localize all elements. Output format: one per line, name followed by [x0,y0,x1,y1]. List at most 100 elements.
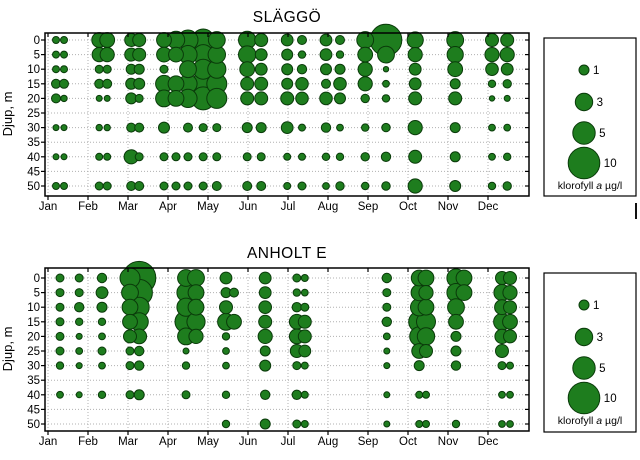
x-tick-label: Jul [281,436,296,448]
data-bubble [503,300,517,315]
x-tick-label: Nov [438,201,459,213]
data-bubble [503,94,511,102]
legend-size-label: 10 [604,158,617,170]
data-bubble [382,79,390,88]
data-bubble [455,284,473,302]
data-bubble [95,152,104,161]
data-bubble [75,347,84,355]
data-bubble [182,347,190,355]
data-bubble [60,65,68,74]
legend-size-label: 5 [599,363,605,375]
x-tick-label: Aug [318,436,338,448]
data-bubble [488,95,496,102]
data-bubble [167,75,185,93]
data-bubble [229,287,239,298]
plot-frame [44,267,530,432]
legend-size-label: 3 [597,332,603,344]
x-tick-label: Sep [358,436,378,448]
data-bubble [55,273,65,283]
data-bubble [321,152,331,162]
data-bubble [500,62,514,76]
data-bubble [297,50,307,59]
x-tick-label: Oct [399,201,418,213]
data-bubble [335,152,345,162]
x-tick-label: Aug [318,201,338,213]
x-tick-label: Feb [78,201,98,213]
data-bubble [295,77,309,91]
data-bubble [292,288,301,297]
data-bubble [52,124,60,132]
legend-bubble [567,146,601,180]
data-bubble [212,123,222,133]
data-bubble [499,47,515,63]
data-bubble [380,151,392,163]
data-bubble [159,152,169,162]
data-bubble [60,50,68,59]
y-tick-label: 10 [27,64,40,76]
data-bubble [406,31,424,49]
y-tick-label: 20 [27,331,40,343]
data-bubble [258,300,273,315]
data-bubble [132,33,147,47]
data-bubble [222,347,230,355]
data-bubble [59,78,69,89]
data-bubble [181,390,191,400]
y-axis-label-slaggo: Djup, m [0,92,15,137]
data-bubble [179,60,197,79]
data-bubble [156,32,172,48]
data-bubble [133,77,146,90]
edge-artifact-mark [635,203,637,219]
legend-size-label: 5 [599,128,605,140]
data-bubble [75,362,83,370]
y-tick-label: 30 [27,123,40,135]
data-bubble [226,313,242,330]
data-bubble [407,120,423,136]
data-bubble [322,182,330,190]
data-bubble [132,47,147,62]
data-bubble [321,78,331,89]
data-bubble [298,344,312,358]
data-bubble [319,91,333,106]
chart-title-slaggo: SLÄGGÖ [253,8,321,26]
data-bubble [102,181,112,191]
x-tick-label: Jan [39,201,58,213]
data-bubble [134,152,144,162]
data-bubble [133,389,145,401]
y-tick-label: 5 [34,50,40,62]
data-bubble [300,390,309,399]
x-tick-label: Apr [159,436,177,448]
y-tick-label: 20 [27,93,40,105]
data-bubble [55,361,65,370]
data-bubble [74,288,84,298]
data-bubble [381,122,391,133]
data-bubble [485,62,499,76]
legend-bubble [572,356,596,380]
data-bubble [188,328,204,344]
data-bubble [377,45,395,64]
data-bubble [133,63,145,75]
data-bubble [413,360,425,372]
data-bubble [259,359,272,372]
data-bubble [134,93,144,103]
data-bubble [291,389,302,400]
data-bubble [381,272,392,284]
data-bubble [121,283,139,302]
data-bubble [96,301,108,313]
data-bubble [296,64,308,75]
data-bubble [207,31,226,49]
data-bubble [221,390,231,399]
legend-size-label: 10 [604,393,617,405]
data-bubble [159,181,169,191]
data-bubble [256,152,266,162]
data-bubble [283,152,292,161]
x-tick-label: Mar [118,436,138,448]
data-bubble [52,65,60,74]
data-bubble [336,123,344,132]
data-bubble [297,35,307,45]
data-bubble [407,47,423,63]
y-tick-label: 25 [27,346,40,358]
data-bubble [415,390,424,399]
chart-slaggo: Jan Feb Mar Apr May Jun Jul Aug Sep Oct Nov Dec 0 5 10… [27,23,637,213]
data-bubble [187,269,205,287]
